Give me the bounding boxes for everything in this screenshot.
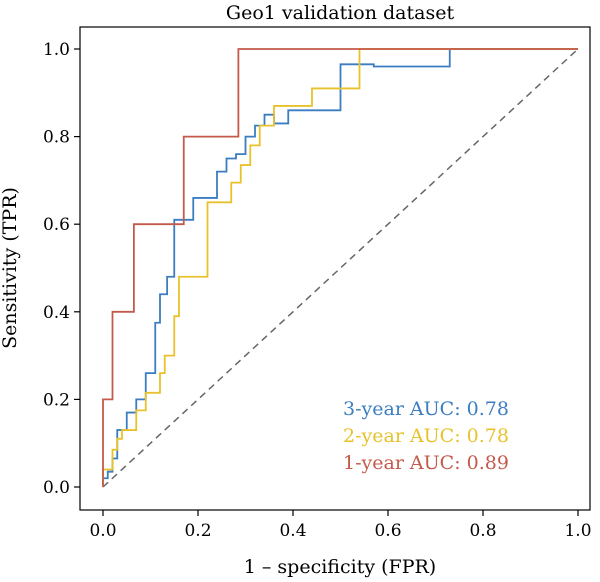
plot-area — [102, 48, 579, 488]
y-tick-label: 1.0 — [43, 40, 70, 60]
legend-entry: 1-year AUC: 0.89 — [343, 452, 509, 474]
series-layer — [102, 48, 578, 487]
legend-entry: 3-year AUC: 0.78 — [343, 398, 509, 420]
y-tick-label: 0.8 — [43, 128, 70, 148]
y-tick-label: 0.0 — [43, 478, 70, 498]
x-tick-label: 0.8 — [469, 521, 496, 541]
roc-series-line-3 — [102, 48, 578, 487]
legend: 3-year AUC: 0.78 2-year AUC: 0.78 1-year A… — [343, 398, 509, 474]
x-tick-label: 1.0 — [564, 521, 591, 541]
x-axis-title: 1 – specificity (FPR) — [244, 556, 436, 578]
x-tick-label: 0.0 — [89, 521, 116, 541]
x-axis: 0.0 0.2 0.4 0.6 0.8 1.0 — [89, 510, 592, 541]
y-axis: 0.0 0.2 0.4 0.6 0.8 1.0 — [43, 40, 80, 498]
x-tick-label: 0.4 — [279, 521, 306, 541]
y-tick-label: 0.2 — [43, 390, 70, 410]
x-tick-label: 0.2 — [184, 521, 211, 541]
roc-series-line-2 — [102, 48, 578, 487]
plot-frame — [79, 26, 591, 511]
legend-entry: 2-year AUC: 0.78 — [343, 425, 509, 447]
y-tick-label: 0.6 — [43, 215, 70, 235]
chart-title: Geo1 validation dataset — [226, 2, 455, 24]
x-tick-label: 0.6 — [374, 521, 401, 541]
y-axis-title: Sensitivity (TPR) — [0, 187, 21, 349]
y-tick-label: 0.4 — [43, 303, 70, 323]
